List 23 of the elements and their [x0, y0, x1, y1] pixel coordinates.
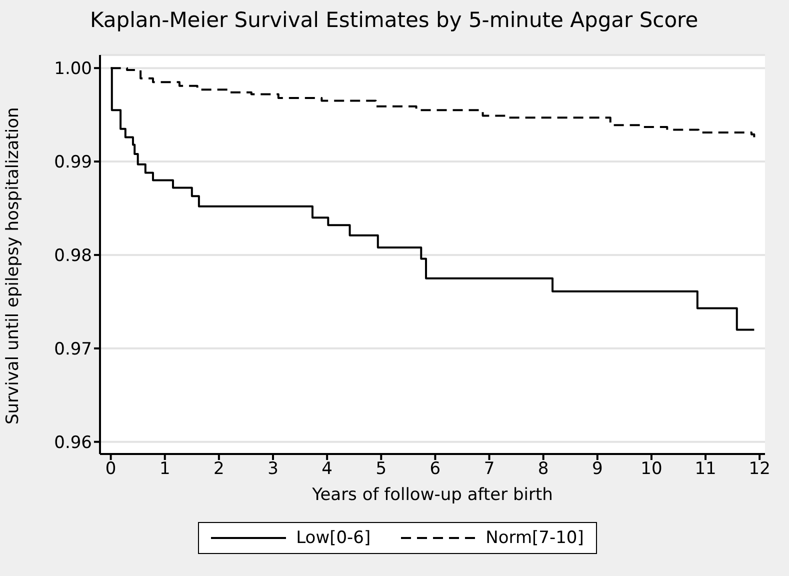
- x-tick-label: 3: [268, 459, 278, 480]
- x-tick-label: 7: [484, 459, 495, 480]
- x-tick-label: 9: [592, 459, 603, 480]
- y-tick-label: 0.96: [54, 432, 92, 453]
- y-tick-label: 0.98: [54, 246, 92, 266]
- x-tick-label: 6: [430, 459, 441, 480]
- x-tick-label: 1: [159, 459, 170, 480]
- x-tick-label: 11: [694, 459, 716, 480]
- x-axis-title: Years of follow-up after birth: [311, 485, 553, 506]
- x-tick-label: 0: [105, 459, 116, 480]
- x-tick-label: 10: [640, 459, 662, 480]
- y-tick-label: 0.97: [54, 339, 92, 360]
- y-tick-label: 1.00: [54, 59, 92, 80]
- chart-title: Kaplan-Meier Survival Estimates by 5-minute Apgar Score: [90, 8, 698, 32]
- y-axis-title: Survival until epilepsy hospitalization: [3, 107, 24, 424]
- y-tick-label: 0.99: [54, 152, 92, 173]
- x-tick-label: 12: [748, 459, 770, 480]
- legend-label: Low[0-6]: [296, 528, 371, 548]
- x-tick-label: 5: [376, 459, 387, 480]
- x-tick-label: 4: [322, 459, 332, 480]
- x-tick-label: 8: [538, 459, 549, 480]
- legend-label: Norm[7-10]: [486, 528, 584, 548]
- x-tick-label: 2: [214, 459, 224, 480]
